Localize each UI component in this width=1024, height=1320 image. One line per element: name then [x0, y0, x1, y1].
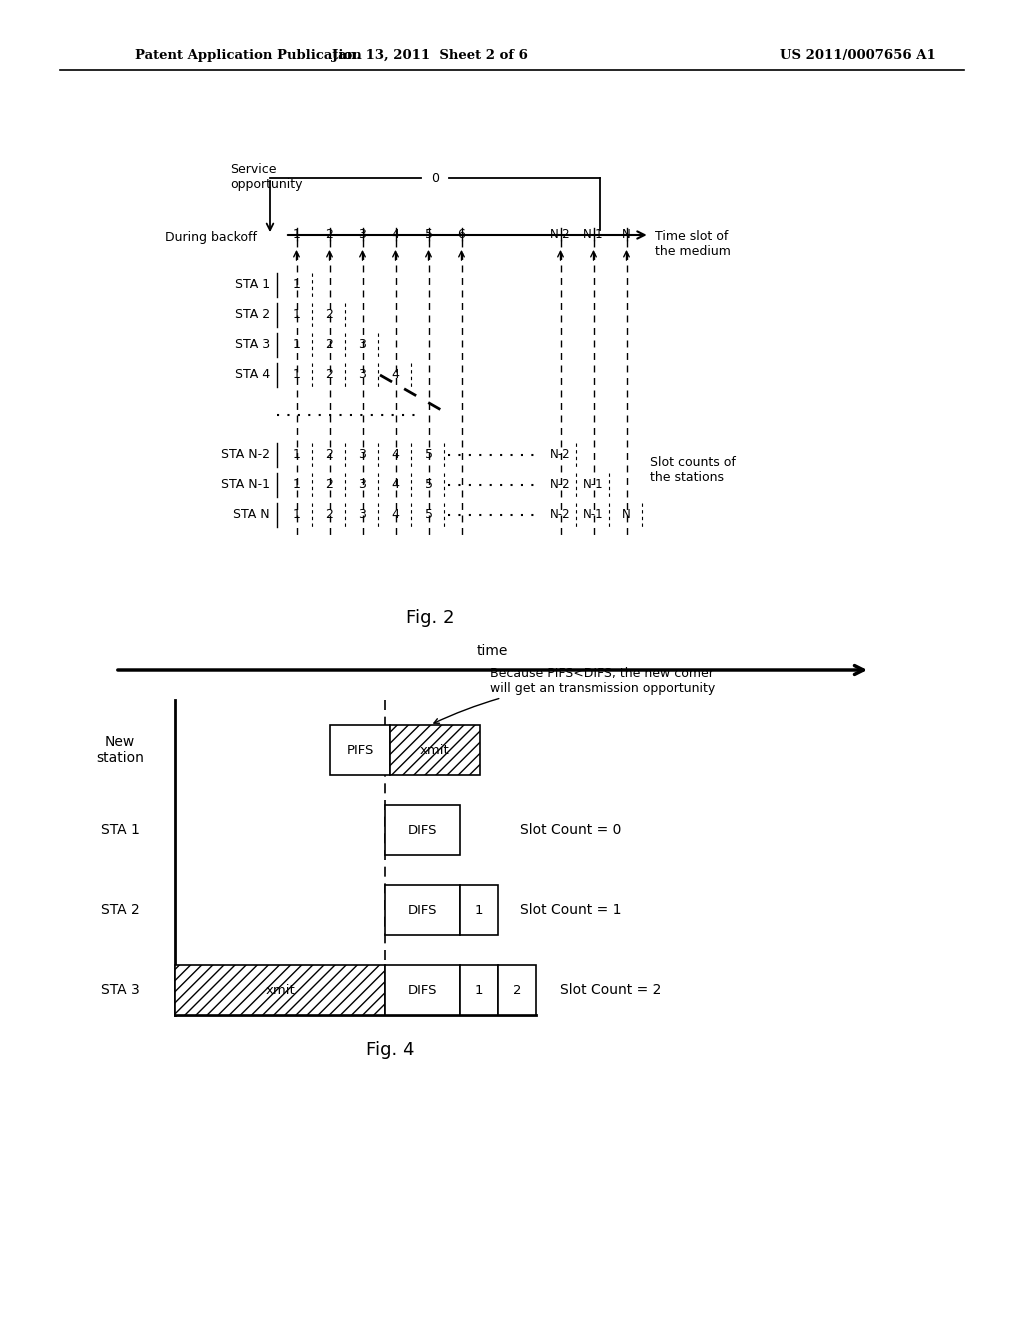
Bar	[390, 725, 480, 775]
Text: STA N-2: STA N-2	[221, 449, 270, 462]
Text: 2: 2	[326, 228, 334, 242]
Text: N-2: N-2	[550, 449, 570, 462]
Text: 3: 3	[358, 449, 367, 462]
Text: 1: 1	[475, 903, 483, 916]
Text: N-2: N-2	[550, 228, 570, 242]
Text: 2: 2	[326, 479, 334, 491]
Bar	[385, 805, 460, 855]
Text: During backoff: During backoff	[165, 231, 257, 243]
Text: 5: 5	[425, 228, 432, 242]
Text: 1: 1	[293, 338, 300, 351]
Text: xmit: xmit	[420, 743, 450, 756]
Bar	[385, 965, 460, 1015]
Text: PIFS: PIFS	[346, 743, 374, 756]
Text: 3: 3	[358, 368, 367, 381]
Text: Slot Count = 1: Slot Count = 1	[520, 903, 622, 917]
Text: 5: 5	[425, 479, 432, 491]
Text: N-2: N-2	[550, 508, 570, 521]
Text: N-2: N-2	[550, 479, 570, 491]
Text: STA N: STA N	[233, 508, 270, 521]
Text: Time slot of
the medium: Time slot of the medium	[655, 230, 731, 257]
Text: N-1: N-1	[584, 508, 604, 521]
Text: 4: 4	[391, 508, 399, 521]
Text: N: N	[623, 228, 631, 242]
Bar	[330, 725, 390, 775]
Text: 4: 4	[391, 449, 399, 462]
Text: xmit: xmit	[265, 983, 295, 997]
Text: STA 3: STA 3	[234, 338, 270, 351]
Text: 1: 1	[293, 279, 300, 292]
Text: 4: 4	[391, 368, 399, 381]
Text: STA 1: STA 1	[100, 822, 139, 837]
Text: Service
opportunity: Service opportunity	[230, 162, 302, 191]
Text: New
station: New station	[96, 735, 144, 766]
Text: STA 2: STA 2	[234, 309, 270, 322]
Text: Slot Count = 2: Slot Count = 2	[560, 983, 662, 997]
Text: 0: 0	[431, 172, 439, 185]
Text: STA 3: STA 3	[100, 983, 139, 997]
Text: STA 4: STA 4	[234, 368, 270, 381]
Bar	[175, 965, 385, 1015]
Text: Jan. 13, 2011  Sheet 2 of 6: Jan. 13, 2011 Sheet 2 of 6	[332, 49, 528, 62]
Text: STA 1: STA 1	[234, 279, 270, 292]
Text: 3: 3	[358, 508, 367, 521]
Text: Fig. 2: Fig. 2	[406, 609, 455, 627]
Text: 6: 6	[458, 228, 466, 242]
Text: DIFS: DIFS	[408, 903, 437, 916]
Text: 2: 2	[326, 338, 334, 351]
Text: 1: 1	[475, 983, 483, 997]
Text: 3: 3	[358, 338, 367, 351]
Text: 1: 1	[293, 479, 300, 491]
Text: Slot counts of
the stations: Slot counts of the stations	[650, 455, 736, 484]
Bar	[385, 884, 460, 935]
Text: N: N	[623, 508, 631, 521]
Text: 1: 1	[293, 309, 300, 322]
Text: Because PIFS<DIFS, the new comer
will get an transmission opportunity: Because PIFS<DIFS, the new comer will ge…	[434, 667, 715, 723]
Text: 2: 2	[326, 508, 334, 521]
Text: DIFS: DIFS	[408, 824, 437, 837]
Bar	[460, 884, 498, 935]
Text: 4: 4	[391, 228, 399, 242]
Bar	[460, 965, 498, 1015]
Text: 5: 5	[425, 508, 432, 521]
Text: 1: 1	[293, 449, 300, 462]
Text: N-1: N-1	[584, 228, 604, 242]
Text: time: time	[477, 644, 508, 657]
Text: Slot Count = 0: Slot Count = 0	[520, 822, 622, 837]
Text: Patent Application Publication: Patent Application Publication	[135, 49, 361, 62]
Text: 2: 2	[326, 449, 334, 462]
Bar	[498, 965, 536, 1015]
Text: N-1: N-1	[584, 479, 604, 491]
Text: 2: 2	[513, 983, 521, 997]
Text: 2: 2	[326, 368, 334, 381]
Text: STA 2: STA 2	[100, 903, 139, 917]
Text: 3: 3	[358, 228, 367, 242]
Text: 1: 1	[293, 508, 300, 521]
Text: US 2011/0007656 A1: US 2011/0007656 A1	[780, 49, 936, 62]
Text: 1: 1	[293, 228, 300, 242]
Text: 1: 1	[293, 368, 300, 381]
Text: 2: 2	[326, 309, 334, 322]
Text: 4: 4	[391, 479, 399, 491]
Text: DIFS: DIFS	[408, 983, 437, 997]
Text: 5: 5	[425, 449, 432, 462]
Text: Fig. 4: Fig. 4	[366, 1041, 415, 1059]
Text: 3: 3	[358, 479, 367, 491]
Text: STA N-1: STA N-1	[221, 479, 270, 491]
